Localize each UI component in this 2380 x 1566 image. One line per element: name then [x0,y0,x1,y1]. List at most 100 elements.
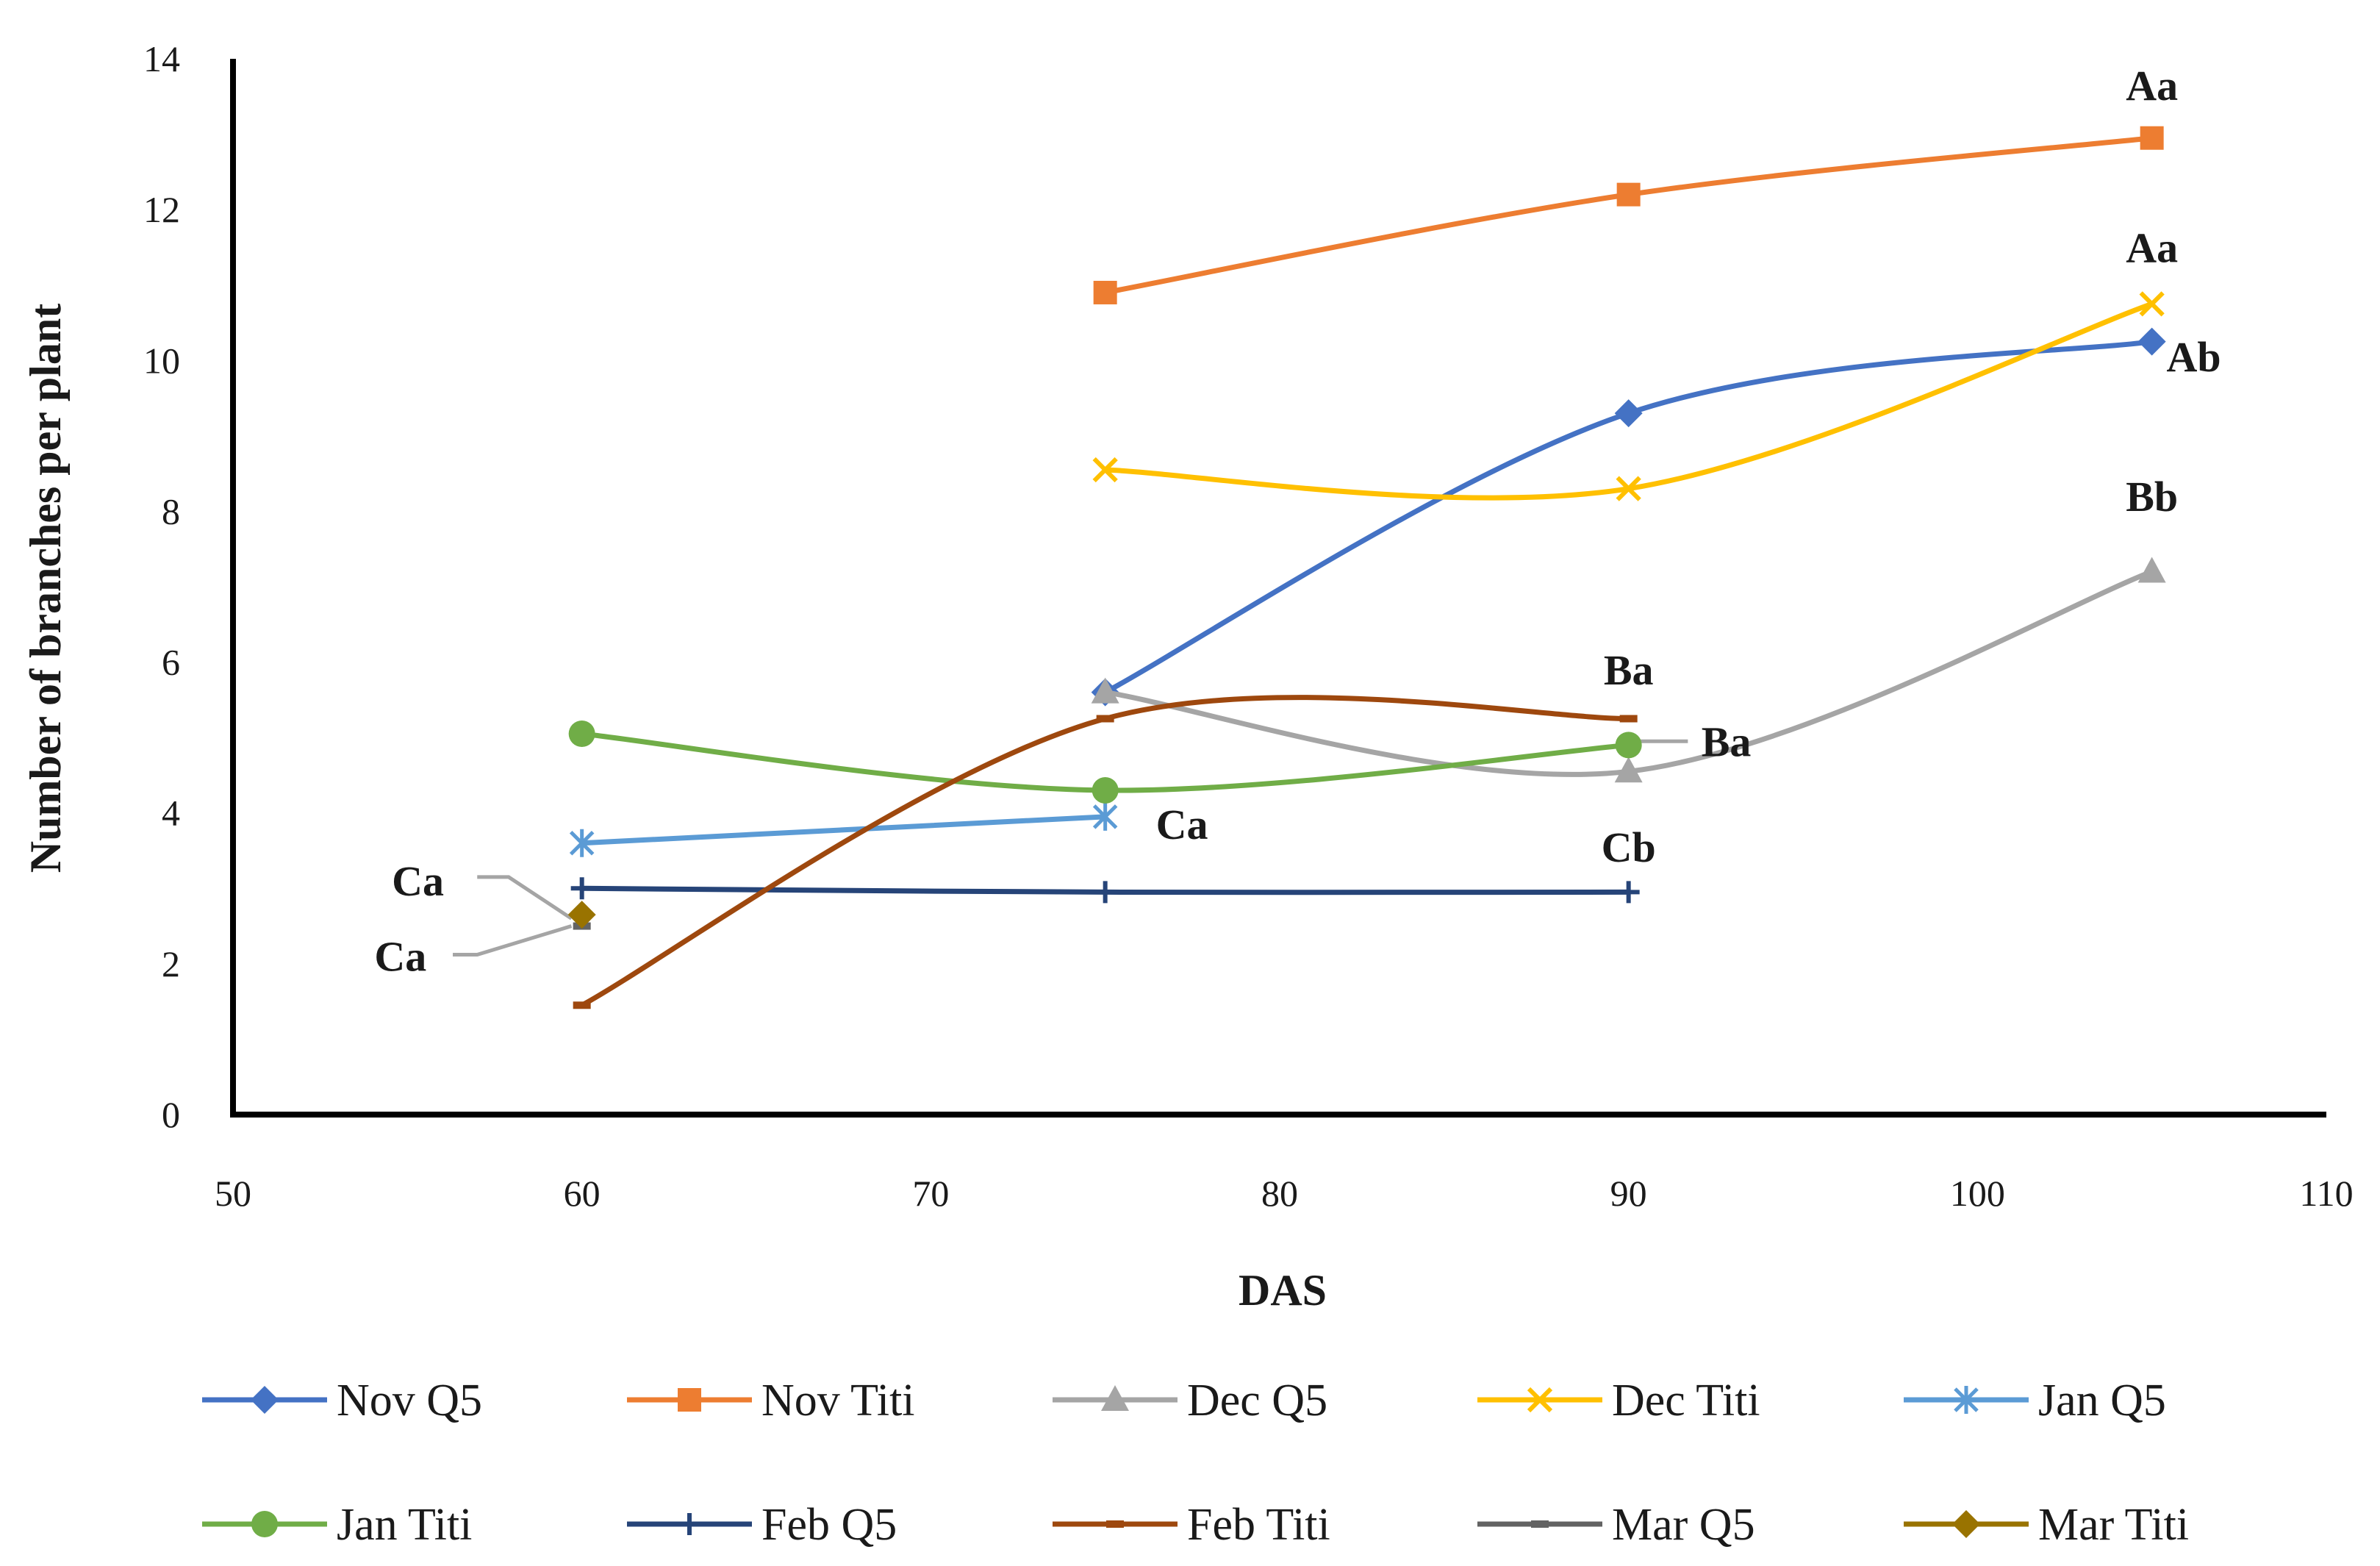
series-nov-titi-line [1103,135,2155,296]
y-tick-label: 10 [143,340,180,381]
series-jan-titi-marker [1092,776,1119,804]
legend-item-nov-q5-label: Nov Q5 [337,1376,482,1426]
x-axis-title: DAS [1239,1266,1327,1315]
legend-item-feb-titi-label: Feb Titi [1187,1500,1330,1550]
y-tick-label: 0 [162,1094,180,1135]
series-jan-titi-marker [568,721,595,748]
annotation-label: Ab [2167,333,2221,381]
legend-item-mar-q5-marker [1531,1520,1549,1528]
x-tick-label: 50 [215,1173,251,1214]
annotation-leader-line [477,875,573,920]
series-jan-q5-marker [569,829,595,857]
legend-item-nov-titi: Nov Titi [627,1376,915,1426]
series-feb-q5-marker [1094,881,1116,904]
series-feb-q5-marker [1617,881,1640,904]
y-tick-label: 4 [162,793,180,834]
annotation-label: Ca [374,933,426,981]
series-dec-titi-marker [1616,476,1641,501]
series-jan-titi [568,721,1642,804]
legend-item-feb-q5-marker [678,1513,700,1535]
legend-item-feb-q5: Feb Q5 [627,1500,897,1550]
legend-item-feb-titi-marker [1106,1520,1124,1528]
legend-item-jan-q5-marker [1954,1386,1979,1414]
series-dec-titi-marker [1092,457,1118,483]
y-tick-label: 12 [143,189,180,230]
annotation-leader-line [453,924,573,957]
y-tick-label: 6 [162,642,180,683]
series-mar-titi-marker [567,901,596,929]
series-jan-titi-marker [1615,732,1642,759]
legend-item-mar-titi-label: Mar Titi [2038,1500,2189,1550]
annotation-label: Cb [1602,823,1656,871]
legend-item-mar-q5: Mar Q5 [1477,1500,1755,1550]
legend-item-feb-titi: Feb Titi [1053,1500,1330,1550]
plot-area [230,59,2326,1118]
annotation-leaders [453,739,1688,957]
y-tick-label: 14 [143,38,180,79]
legend-item-mar-q5-label: Mar Q5 [1612,1500,1755,1550]
series-group [567,126,2166,1009]
legend-item-jan-q5: Jan Q5 [1904,1376,2166,1426]
legend-item-mar-titi: Mar Titi [1904,1500,2189,1550]
series-feb-titi [573,695,1638,1009]
legend-item-feb-q5-label: Feb Q5 [761,1500,897,1550]
x-tick-labels: 50 60 70 80 90 100 110 [215,1173,2354,1214]
x-tick-label: 110 [2299,1173,2353,1214]
legend: Nov Q5 Nov Titi Dec Q5 Dec Titi Jan Q5 Jan Ti… [202,1376,2189,1550]
series-nov-titi-marker [2140,126,2164,150]
series-dec-q5-marker [1091,677,1119,704]
legend-item-jan-q5-label: Jan Q5 [2038,1376,2166,1426]
series-nov-titi-marker [1093,280,1117,304]
x-tick-label: 90 [1610,1173,1647,1214]
y-tick-label: 2 [162,943,180,984]
series-nov-titi [1093,126,2164,304]
annotation-label: Ba [1604,646,1654,694]
series-dec-q5-marker [2137,557,2166,583]
legend-item-mar-titi-marker [1952,1510,1980,1538]
series-jan-q5 [569,802,1118,857]
y-tick-labels: 0 2 4 6 8 10 12 14 [143,38,180,1135]
legend-item-nov-q5: Nov Q5 [202,1376,482,1426]
series-mar-titi [567,901,596,929]
series-jan-q5-line [579,814,1108,846]
series-feb-q5 [570,877,1640,904]
legend-item-dec-q5-label: Dec Q5 [1187,1376,1327,1426]
annotations: Aa Aa Ab Bb Ba Ba Ca Cb Ca Ca [374,62,2221,981]
legend-item-dec-titi: Dec Titi [1477,1376,1760,1426]
x-tick-label: 70 [912,1173,949,1214]
x-tick-label: 80 [1261,1173,1298,1214]
series-feb-titi-marker [1096,715,1114,723]
annotation-label: Aa [2126,62,2178,110]
legend-item-jan-titi-label: Jan Titi [337,1500,472,1550]
series-dec-q5-marker [1614,757,1643,783]
legend-item-jan-titi-marker [251,1511,278,1537]
series-feb-q5-marker [570,877,593,900]
x-tick-label: 60 [564,1173,601,1214]
annotation-label: Ca [1156,801,1208,848]
y-axis-title: Number of branches per plant [21,304,70,873]
series-dec-q5 [1091,557,2166,783]
series-dec-titi [1092,291,2165,501]
legend-item-dec-titi-marker [1527,1387,1553,1413]
series-nov-q5-line [1103,339,2155,696]
series-nov-titi-marker [1616,182,1641,207]
annotation-label: Ba [1702,718,1752,765]
legend-item-jan-titi: Jan Titi [202,1500,472,1550]
y-tick-label: 8 [162,490,180,532]
series-dec-titi-marker [2139,291,2165,317]
series-feb-titi-marker [1619,715,1638,723]
series-nov-q5-marker [2137,327,2166,356]
series-nov-q5-marker [1614,399,1643,428]
annotation-label: Ca [392,857,444,905]
series-feb-titi-marker [573,1001,591,1009]
legend-item-nov-titi-label: Nov Titi [761,1376,915,1426]
legend-item-nov-q5-marker [251,1386,279,1414]
series-feb-titi-line [579,695,1632,1008]
annotation-label: Aa [2126,224,2178,271]
legend-item-nov-titi-marker [678,1388,701,1412]
legend-item-dec-titi-label: Dec Titi [1612,1376,1760,1426]
series-jan-q5-marker [1092,802,1118,831]
x-tick-label: 100 [1950,1173,2005,1214]
annotation-label: Bb [2126,473,2178,521]
